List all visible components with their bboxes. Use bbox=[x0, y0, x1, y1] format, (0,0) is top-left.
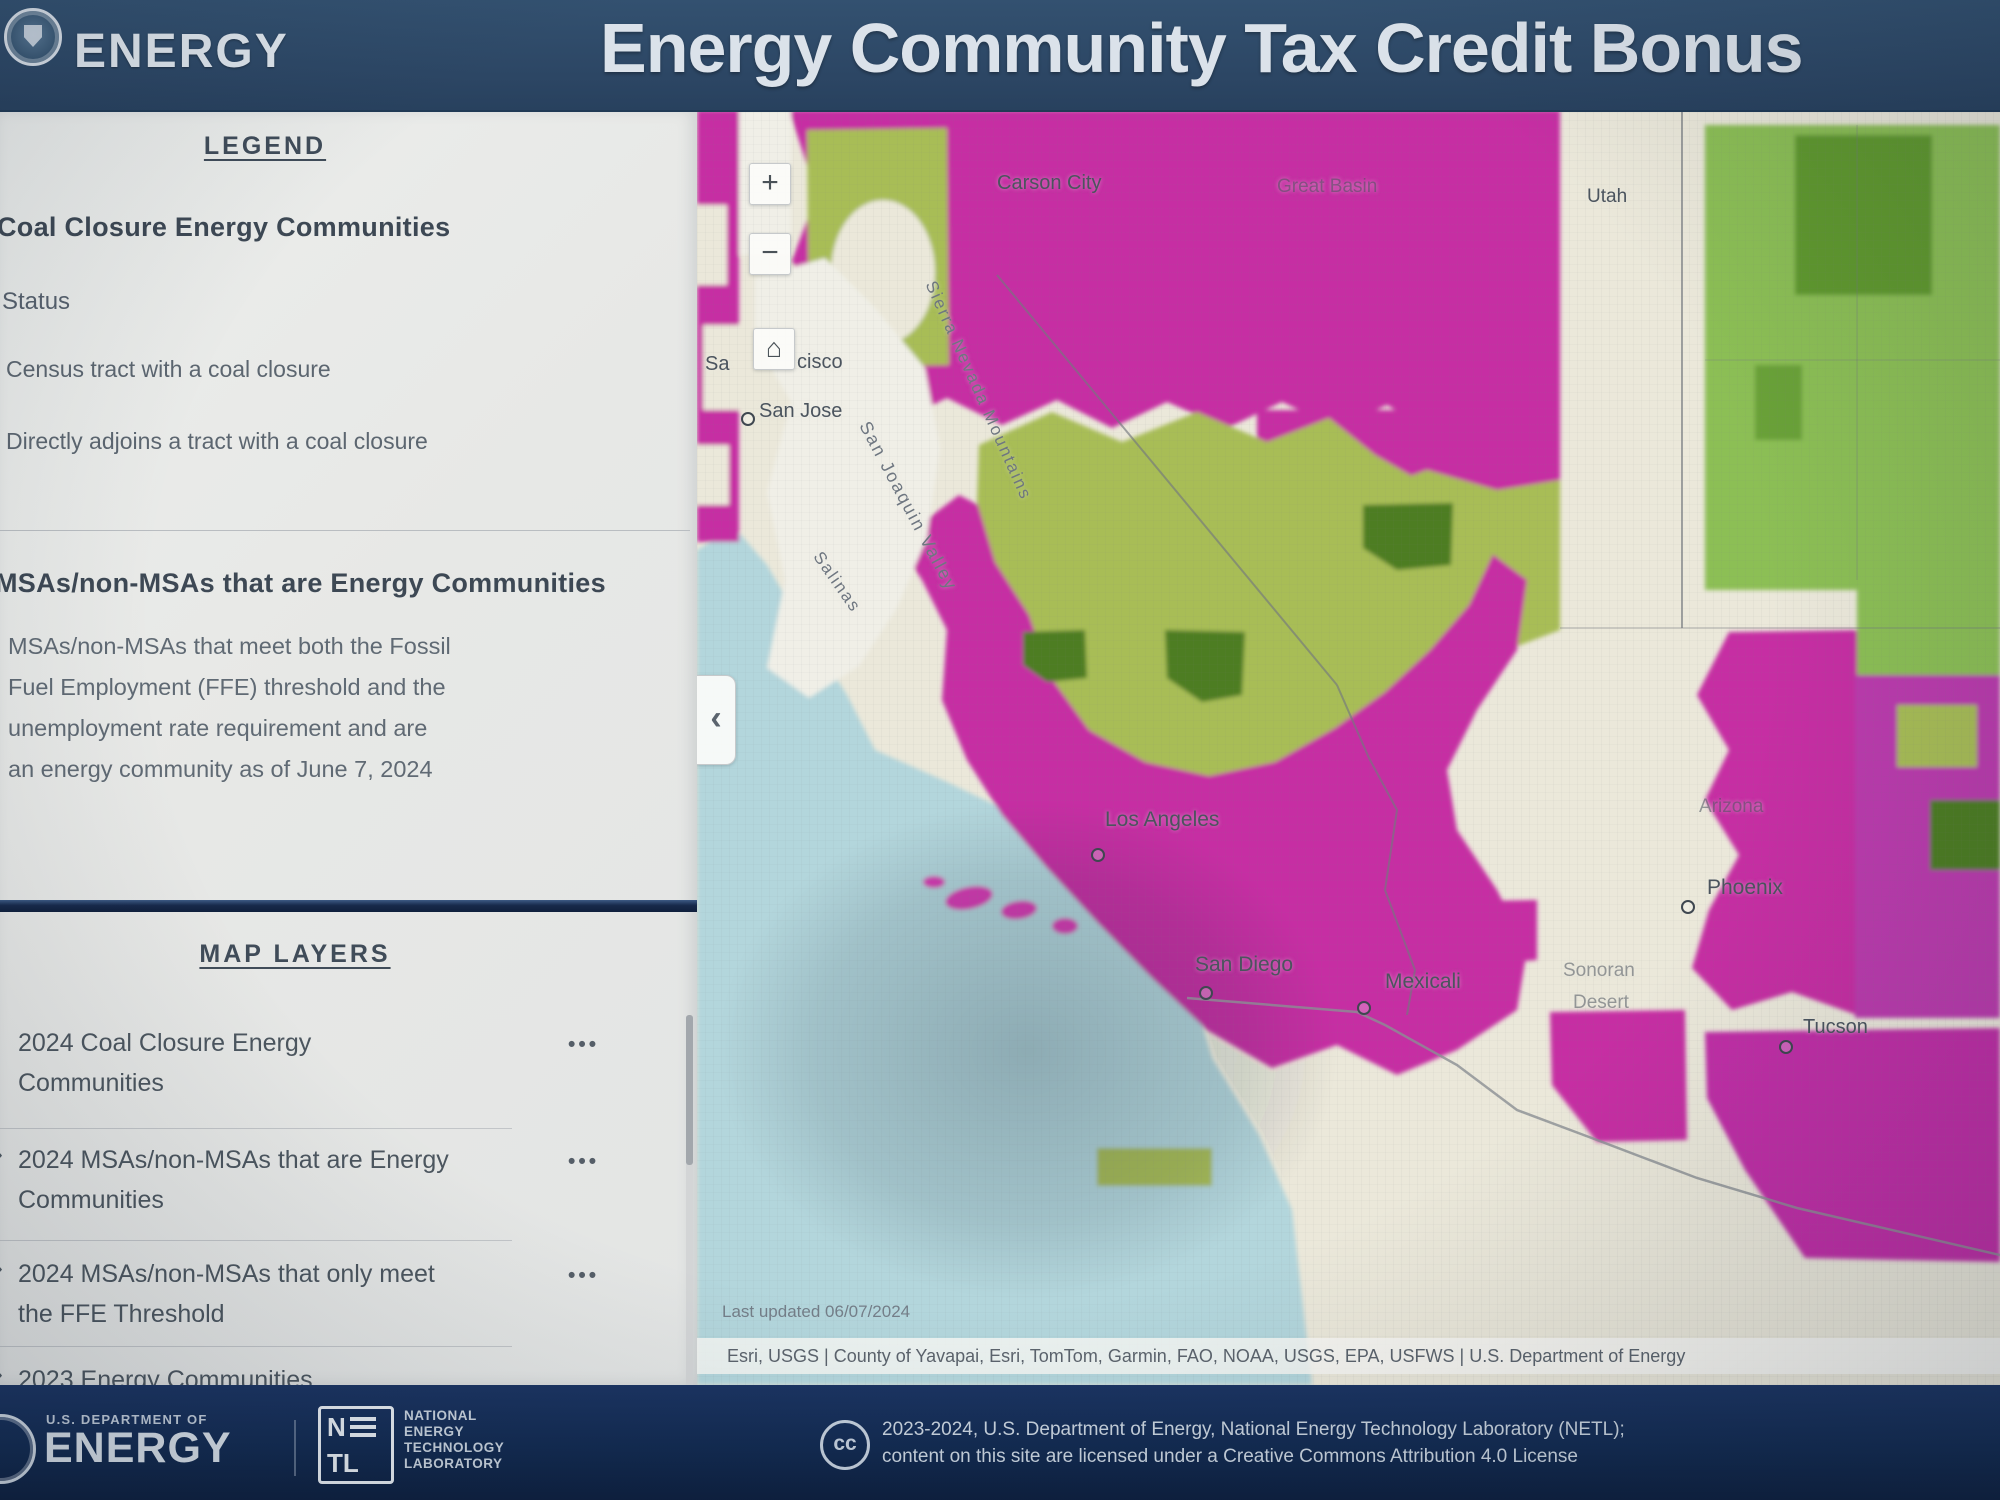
license-line-2: content on this site are licensed under … bbox=[882, 1446, 1578, 1467]
map-regions bbox=[697, 110, 2000, 1385]
footer-dept-small: U.S. DEPARTMENT OF bbox=[46, 1412, 208, 1427]
netl-line: ENERGY bbox=[404, 1424, 465, 1439]
legend-coal-heading: Coal Closure Energy Communities bbox=[0, 212, 451, 242]
expand-chevron-icon[interactable]: › bbox=[0, 1144, 3, 1167]
msa-desc-line: MSAs/non-MSAs that meet both the Fossil bbox=[8, 633, 451, 659]
city-marker-san-diego bbox=[1199, 986, 1213, 1000]
zoom-out-button[interactable]: − bbox=[749, 233, 791, 275]
map-label-carson-city: Carson City bbox=[997, 172, 1102, 194]
layer-divider bbox=[0, 1128, 512, 1129]
layer-label: 2024 MSAs/non-MSAs that are Energy Commu… bbox=[18, 1146, 449, 1214]
expand-chevron-icon[interactable]: › bbox=[0, 1258, 3, 1281]
netl-monogram-n: N bbox=[327, 1412, 346, 1442]
sidebar-scrollbar-thumb[interactable] bbox=[686, 1015, 693, 1165]
zoom-in-button[interactable]: + bbox=[749, 163, 791, 205]
legend-status-label: Status bbox=[2, 288, 71, 315]
layer-row-msa-energy[interactable]: › 2024 MSAs/non-MSAs that are Energy Com… bbox=[0, 1132, 660, 1240]
doe-logo-text: ENERGY bbox=[74, 25, 289, 78]
layer-divider bbox=[0, 1240, 512, 1241]
layer-divider bbox=[0, 1346, 512, 1347]
home-button[interactable]: ⌂ bbox=[753, 328, 795, 370]
city-marker-phoenix bbox=[1681, 900, 1695, 914]
map-label-san-jose: San Jose bbox=[759, 400, 843, 422]
legend-item-adjoining-tract: Directly adjoins a tract with a coal clo… bbox=[6, 428, 428, 454]
city-marker-los-angeles bbox=[1091, 848, 1105, 862]
city-marker-mexicali bbox=[1357, 1001, 1371, 1015]
map-label-desert: Desert bbox=[1573, 992, 1629, 1013]
legend-msa-heading: MSAs/non-MSAs that are Energy Communitie… bbox=[0, 568, 606, 598]
msa-desc-line: unemployment rate requirement and are bbox=[8, 715, 428, 741]
legend-item-census-tract: Census tract with a coal closure bbox=[6, 356, 331, 382]
doe-seal-icon bbox=[4, 8, 62, 66]
map-label-utah: Utah bbox=[1587, 186, 1628, 207]
footer-divider bbox=[294, 1420, 296, 1476]
sidebar-collapse-button[interactable]: ‹ bbox=[697, 675, 736, 765]
map-label-san-francisco-right: cisco bbox=[797, 351, 843, 373]
last-updated-text: Last updated 06/07/2024 bbox=[722, 1302, 911, 1321]
map-label-san-francisco-left: Sa bbox=[705, 353, 730, 375]
city-marker-tucson bbox=[1779, 1040, 1793, 1054]
map-canvas[interactable]: Carson City Great Basin Utah Sa cisco Sa… bbox=[697, 110, 2000, 1385]
license-text: 2023-2024, U.S. Department of Energy, Na… bbox=[882, 1416, 1625, 1470]
legend-msa-description: MSAs/non-MSAs that meet both the Fossil … bbox=[8, 626, 451, 790]
netl-line: LABORATORY bbox=[404, 1456, 503, 1471]
footer-doe-logo: ENERGY bbox=[44, 1424, 232, 1472]
netl-wordmark: NATIONAL ENERGY TECHNOLOGY LABORATORY bbox=[404, 1408, 504, 1472]
netl-line: TECHNOLOGY bbox=[404, 1440, 505, 1455]
legend-divider bbox=[0, 530, 690, 531]
doe-shield-icon bbox=[24, 25, 42, 47]
map-label-sonoran: Sonoran bbox=[1563, 960, 1635, 981]
map-label-phoenix: Phoenix bbox=[1707, 876, 1783, 899]
netl-bars-icon bbox=[349, 1417, 376, 1437]
layer-row-msa-ffe[interactable]: › 2024 MSAs/non-MSAs that only meet the … bbox=[0, 1246, 660, 1348]
app-header: ENERGY Energy Community Tax Credit Bonus bbox=[0, 0, 2000, 112]
layer-menu-button[interactable]: ••• bbox=[568, 1033, 600, 1056]
layer-menu-button[interactable]: ••• bbox=[568, 1150, 600, 1173]
map-attribution: Esri, USGS | County of Yavapai, Esri, To… bbox=[697, 1338, 2000, 1374]
layer-menu-button[interactable]: ••• bbox=[568, 1264, 600, 1287]
map-label-san-diego: San Diego bbox=[1195, 953, 1294, 976]
map-layers-title: MAP LAYERS bbox=[199, 940, 391, 968]
legend-title: LEGEND bbox=[203, 132, 327, 160]
map-label-great-basin: Great Basin bbox=[1277, 176, 1378, 197]
layer-row-coal-closure[interactable]: 2024 Coal Closure Energy Communities ••• bbox=[0, 1015, 660, 1127]
layer-label: 2024 MSAs/non-MSAs that only meet the FF… bbox=[18, 1260, 435, 1328]
map-label-mexicali: Mexicali bbox=[1385, 970, 1461, 993]
license-line-1: 2023-2024, U.S. Department of Energy, Na… bbox=[882, 1419, 1625, 1440]
map-label-arizona: Arizona bbox=[1699, 796, 1764, 817]
map-label-los-angeles: Los Angeles bbox=[1105, 808, 1220, 831]
layer-row-2023-energy[interactable]: › 2023 Energy Communities bbox=[0, 1356, 660, 1385]
map-label-tucson: Tucson bbox=[1803, 1016, 1868, 1038]
netl-line: NATIONAL bbox=[404, 1408, 477, 1423]
expand-chevron-icon[interactable]: › bbox=[0, 1364, 3, 1385]
legend-sidebar: LEGEND Coal Closure Energy Communities S… bbox=[0, 110, 697, 1385]
page-title: Energy Community Tax Credit Bonus bbox=[600, 9, 1804, 87]
layer-label: 2024 Coal Closure Energy Communities bbox=[18, 1029, 312, 1097]
netl-monogram-tl: TL bbox=[327, 1448, 359, 1478]
city-marker-san-jose bbox=[741, 412, 755, 426]
netl-logo-icon: N TL bbox=[318, 1406, 394, 1484]
creative-commons-icon: cc bbox=[820, 1420, 870, 1470]
msa-desc-line: Fuel Employment (FFE) threshold and the bbox=[8, 674, 446, 700]
sidebar-section-divider bbox=[0, 900, 697, 912]
msa-desc-line: an energy community as of June 7, 2024 bbox=[8, 756, 433, 782]
app-footer bbox=[0, 1385, 2000, 1500]
sidebar-scrollbar-track[interactable] bbox=[686, 1015, 693, 1385]
layer-label: 2023 Energy Communities bbox=[18, 1366, 313, 1385]
